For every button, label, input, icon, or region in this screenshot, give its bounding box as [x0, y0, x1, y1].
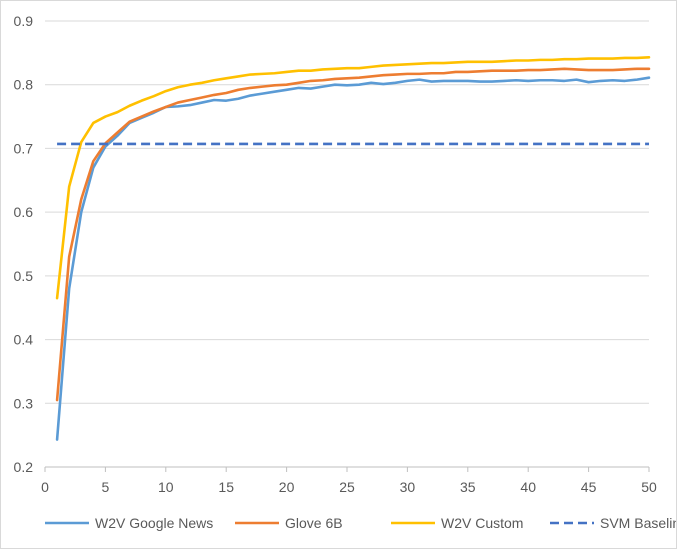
legend-item-w2v-custom: W2V Custom [391, 515, 523, 531]
x-tick-label: 0 [41, 479, 49, 495]
y-tick-label: 0.6 [14, 204, 34, 220]
legend-item-glove-6b: Glove 6B [235, 515, 343, 531]
gridlines [44, 20, 650, 472]
legend-label: W2V Custom [441, 515, 523, 531]
y-tick-label: 0.9 [14, 13, 34, 29]
y-tick-label: 0.5 [14, 268, 34, 284]
legend-item-svm-baseline: SVM Baseline [550, 515, 677, 531]
x-tick-label: 10 [158, 479, 174, 495]
legend-label: Glove 6B [285, 515, 343, 531]
y-tick-label: 0.7 [14, 140, 34, 156]
x-tick-label: 15 [218, 479, 234, 495]
legend-item-w2v-google-news: W2V Google News [45, 515, 213, 531]
legend-label: W2V Google News [95, 515, 213, 531]
x-axis-tick-labels: 0 5 10 15 20 25 30 35 40 45 50 [41, 479, 657, 495]
x-tick-label: 35 [460, 479, 476, 495]
x-tick-label: 40 [520, 479, 536, 495]
y-tick-label: 0.4 [14, 332, 34, 348]
x-tick-label: 20 [279, 479, 295, 495]
x-tick-label: 25 [339, 479, 355, 495]
y-tick-label: 0.2 [14, 459, 34, 475]
series-line-w2v-google-news [55, 76, 651, 441]
y-tick-label: 0.3 [14, 395, 34, 411]
x-tick-label: 5 [102, 479, 110, 495]
legend: W2V Google News Glove 6B W2V Custom SVM Bas… [45, 515, 677, 531]
x-tick-label: 50 [641, 479, 657, 495]
x-tick-label: 30 [400, 479, 416, 495]
legend-label: SVM Baseline [600, 515, 676, 531]
series-line-w2v-custom [55, 56, 651, 300]
series-line-glove-6b [55, 67, 651, 402]
x-tick-label: 45 [581, 479, 597, 495]
series-lines [55, 56, 651, 441]
y-axis-tick-labels: 0.2 0.3 0.4 0.5 0.6 0.7 0.8 0.9 [14, 13, 34, 475]
y-tick-label: 0.8 [14, 77, 34, 93]
